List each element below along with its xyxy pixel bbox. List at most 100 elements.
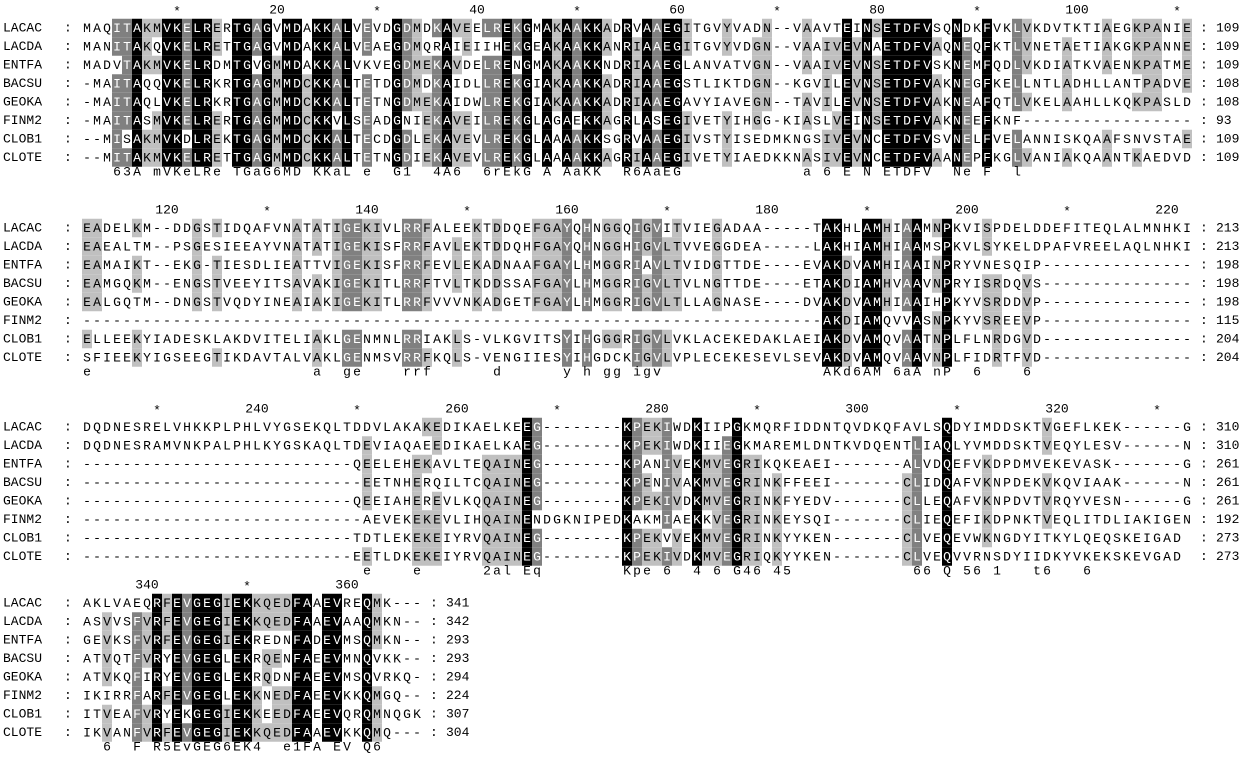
residue: - <box>1063 276 1071 291</box>
shade <box>872 55 882 75</box>
residue: L <box>1093 95 1101 110</box>
residue: L <box>783 332 791 347</box>
residue: I <box>893 258 901 273</box>
shade <box>172 686 182 705</box>
residue: N <box>793 150 801 165</box>
residue: K <box>593 58 601 73</box>
residue: D <box>293 95 301 110</box>
residue: E <box>473 457 481 472</box>
shade <box>342 74 352 93</box>
shade <box>92 274 102 293</box>
residue: A <box>133 76 141 91</box>
residue: - <box>103 494 111 509</box>
residue: K <box>93 688 101 703</box>
residue: S <box>123 614 131 629</box>
residue-count: 93 <box>1216 113 1232 128</box>
shade <box>202 723 212 742</box>
residue: V <box>1023 150 1031 165</box>
residue: I <box>633 332 641 347</box>
residue: I <box>823 475 831 490</box>
residue <box>83 563 91 578</box>
residue: I <box>503 549 511 564</box>
residue: - <box>463 313 471 328</box>
residue <box>103 364 111 379</box>
residue: I <box>683 21 691 36</box>
residue: K <box>323 58 331 73</box>
residue: I <box>823 150 831 165</box>
residue: - <box>343 512 351 527</box>
shade <box>372 237 382 256</box>
shade <box>862 218 872 238</box>
residue: H <box>583 258 591 273</box>
shade <box>952 129 962 149</box>
residue: - <box>143 475 151 490</box>
separator: : <box>64 221 72 236</box>
shade <box>562 74 572 93</box>
residue: I <box>823 95 831 110</box>
residue: N <box>763 531 771 546</box>
residue: N <box>1043 132 1051 147</box>
residue: G <box>763 113 771 128</box>
residue: - <box>1113 332 1121 347</box>
residue: V <box>163 58 171 73</box>
residue: A <box>253 21 261 36</box>
shade <box>342 255 352 275</box>
residue: E <box>523 221 531 236</box>
residue-count: 109 <box>1216 58 1239 73</box>
shade <box>562 274 572 293</box>
residue: R <box>493 150 501 165</box>
shade <box>162 129 172 149</box>
shade <box>712 237 722 256</box>
residue: K <box>313 21 321 36</box>
shade <box>232 18 242 38</box>
residue: T <box>483 221 491 236</box>
residue: - <box>413 313 421 328</box>
residue: I <box>1023 258 1031 273</box>
sequence-name: ENTFA <box>3 633 42 648</box>
residue <box>523 364 531 379</box>
residue: D <box>543 512 551 527</box>
residue: L <box>953 438 961 453</box>
residue: - <box>573 420 581 435</box>
residue: I <box>733 150 741 165</box>
residue: A <box>253 95 261 110</box>
shade <box>202 593 212 613</box>
residue: E <box>1053 512 1061 527</box>
residue: E <box>463 113 471 128</box>
shade <box>152 612 162 631</box>
residue: - <box>833 494 841 509</box>
residue: G <box>533 475 541 490</box>
residue: A <box>473 438 481 453</box>
residue: - <box>533 313 541 328</box>
shade <box>892 55 902 75</box>
shade <box>992 348 1002 367</box>
shade <box>722 510 732 529</box>
residue: - <box>1173 457 1181 472</box>
shade <box>192 274 202 293</box>
residue: F <box>983 164 991 179</box>
residue-count: 310 <box>1216 420 1239 435</box>
residue: Y <box>143 332 151 347</box>
residue: - <box>863 494 871 509</box>
residue: I <box>823 457 831 472</box>
residue: V <box>1043 438 1051 453</box>
residue: r <box>493 164 501 179</box>
shade <box>882 237 892 256</box>
residue: V <box>853 258 861 273</box>
residue: 6 <box>973 364 981 379</box>
residue <box>833 563 841 578</box>
residue <box>793 164 801 179</box>
residue: L <box>833 95 841 110</box>
residue: A <box>933 438 941 453</box>
residue: A <box>303 596 311 611</box>
residue: - <box>1093 295 1101 310</box>
residue: A <box>873 39 881 54</box>
residue: K <box>223 132 231 147</box>
residue: L <box>1113 512 1121 527</box>
residue: - <box>113 475 121 490</box>
sequence-name: FINM2 <box>3 512 42 527</box>
shade <box>232 74 242 93</box>
residue: P <box>973 150 981 165</box>
residue: G <box>263 39 271 54</box>
residue: Q <box>1063 475 1071 490</box>
